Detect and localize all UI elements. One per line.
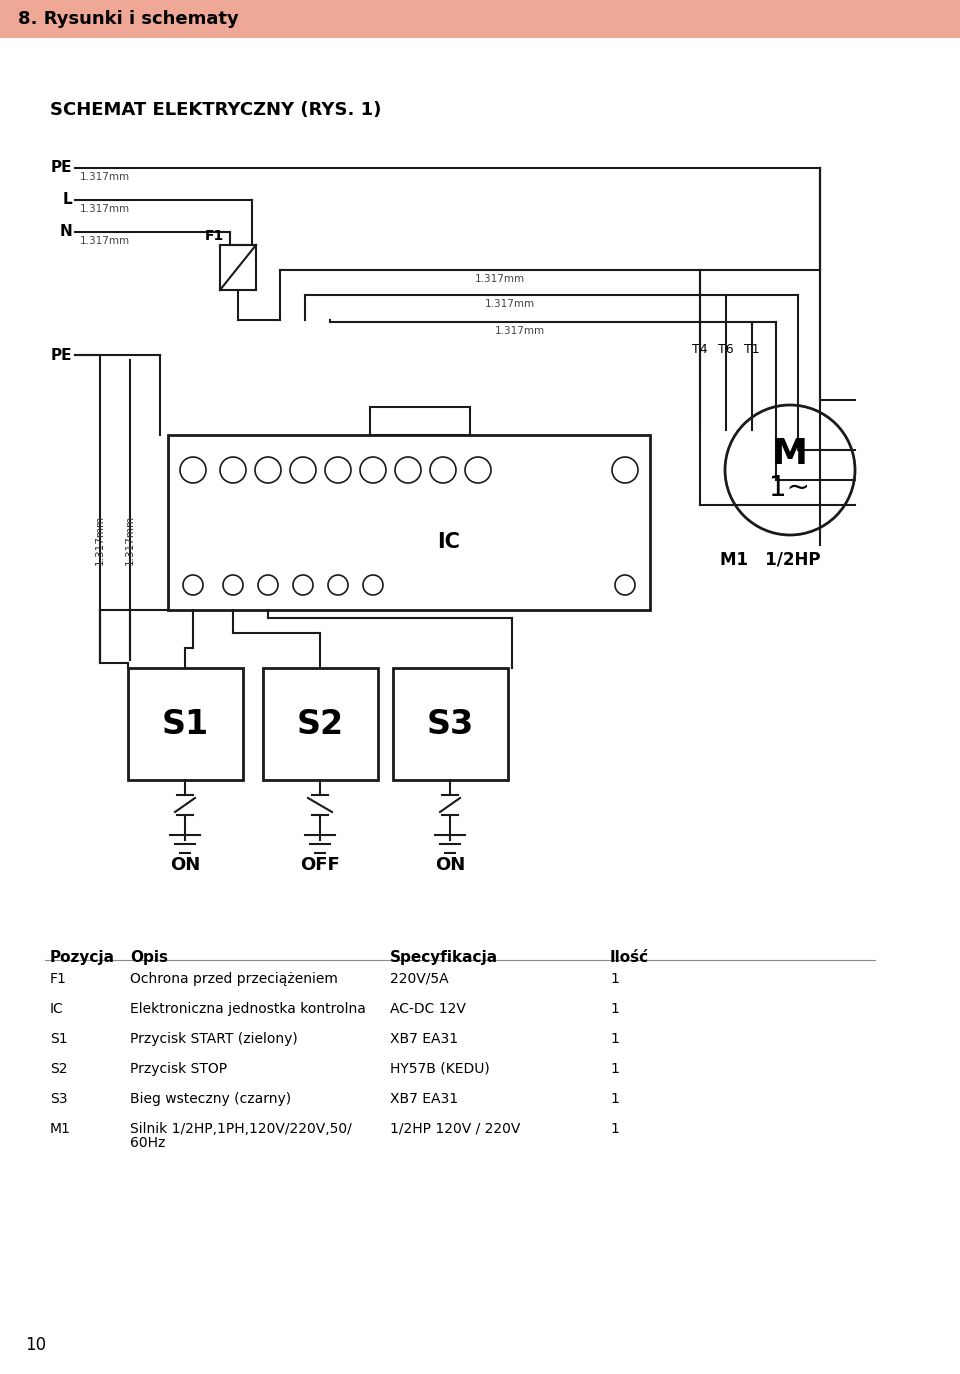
Text: 1: 1 [610,1123,619,1136]
Text: IC: IC [50,1002,63,1015]
Text: 10: 10 [25,1336,46,1353]
Text: 1.317mm: 1.317mm [125,515,135,565]
Text: Ilość: Ilość [610,949,649,965]
Text: 220V/5A: 220V/5A [390,971,448,987]
Text: Przycisk STOP: Przycisk STOP [130,1062,228,1076]
Text: 1: 1 [610,1062,619,1076]
Text: S3: S3 [426,708,473,741]
Text: IC: IC [438,532,461,552]
Text: 1/2HP 120V / 220V: 1/2HP 120V / 220V [390,1123,520,1136]
Text: ON: ON [435,856,466,874]
Text: T6: T6 [718,344,733,356]
Text: 1.317mm: 1.317mm [95,515,105,565]
Text: Przycisk START (zielony): Przycisk START (zielony) [130,1032,298,1046]
Text: Opis: Opis [130,949,168,965]
Text: Elektroniczna jednostka kontrolna: Elektroniczna jednostka kontrolna [130,1002,366,1015]
Text: M: M [772,437,808,471]
Text: T1: T1 [744,344,759,356]
Text: 1: 1 [610,1092,619,1106]
Text: PE: PE [51,348,72,363]
Text: 1.317mm: 1.317mm [495,326,545,337]
Text: HY57B (KEDU): HY57B (KEDU) [390,1062,490,1076]
Text: L: L [62,192,72,207]
Text: 1.317mm: 1.317mm [475,273,525,284]
Text: 1.317mm: 1.317mm [485,300,535,309]
Text: 1.317mm: 1.317mm [80,172,131,181]
Text: S2: S2 [50,1062,67,1076]
Text: 1: 1 [610,1032,619,1046]
Text: SCHEMAT ELEKTRYCZNY (RYS. 1): SCHEMAT ELEKTRYCZNY (RYS. 1) [50,102,381,120]
Bar [393,668,508,780]
Text: F1: F1 [50,971,67,987]
Bar [0,0,960,38]
Bar [370,407,470,436]
Text: S2: S2 [297,708,344,741]
Text: Silnik 1/2HP,1PH,120V/220V,50/: Silnik 1/2HP,1PH,120V/220V,50/ [130,1123,351,1136]
Text: S1: S1 [161,708,208,741]
Bar [128,668,243,780]
Text: 1~: 1~ [770,474,810,502]
Text: Ochrona przed przeciążeniem: Ochrona przed przeciążeniem [130,971,338,987]
Text: M1: M1 [50,1123,71,1136]
Text: 1: 1 [610,1002,619,1015]
Text: XB7 EA31: XB7 EA31 [390,1032,458,1046]
Text: S1: S1 [50,1032,67,1046]
Text: OFF: OFF [300,856,340,874]
Text: 60Hz: 60Hz [130,1136,165,1150]
Text: 8. Rysunki i schematy: 8. Rysunki i schematy [18,10,239,27]
Text: T4: T4 [692,344,708,356]
Text: 1.317mm: 1.317mm [80,236,131,246]
Bar [168,436,650,610]
Text: F1: F1 [204,229,224,243]
Text: S3: S3 [50,1092,67,1106]
Text: AC-DC 12V: AC-DC 12V [390,1002,466,1015]
Text: XB7 EA31: XB7 EA31 [390,1092,458,1106]
Text: Pozycja: Pozycja [50,949,115,965]
Text: 1.317mm: 1.317mm [80,203,131,214]
Bar [263,668,378,780]
Text: ON: ON [170,856,200,874]
Text: 1: 1 [610,971,619,987]
Text: N: N [60,224,72,239]
Text: Bieg wsteczny (czarny): Bieg wsteczny (czarny) [130,1092,291,1106]
Text: Specyfikacja: Specyfikacja [390,949,498,965]
Text: PE: PE [51,161,72,176]
Text: M1   1/2HP: M1 1/2HP [720,551,820,569]
